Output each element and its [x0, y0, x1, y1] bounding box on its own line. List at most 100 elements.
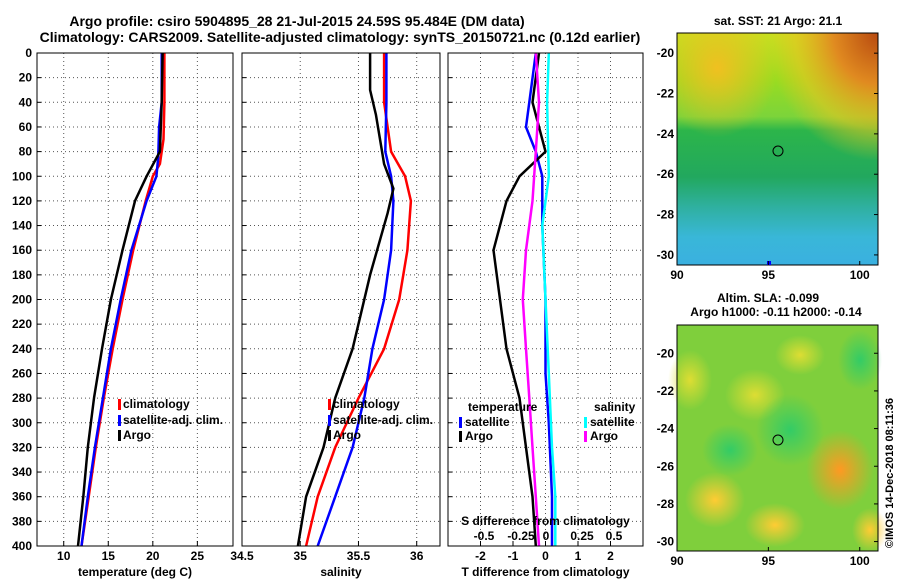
sst-blue-pixel — [767, 261, 771, 265]
legend-label: satellite — [465, 415, 510, 429]
sst-axes: 90 95 100 -20 -22 -24 -26 -28 -30 — [657, 46, 878, 282]
legend-swatch — [459, 431, 462, 442]
legend-swatch — [118, 415, 121, 426]
legend-title-salinity: salinity — [594, 400, 636, 414]
legend-swatch — [584, 417, 587, 428]
x-tick-label: 35 — [294, 549, 308, 563]
map-y-tick-label: -26 — [657, 167, 675, 181]
sla-pattern — [668, 330, 888, 552]
map-y-tick-label: -26 — [657, 459, 675, 473]
depth-tick-label: 360 — [12, 490, 32, 504]
depth-tick-label: 400 — [12, 539, 32, 553]
legend-swatch — [118, 399, 121, 410]
sla-frame — [676, 324, 879, 552]
map-x-tick-label: 95 — [762, 554, 776, 568]
panel-sal: 34.5 35 35.5 36 salinity climatology satellite… — [230, 52, 441, 579]
sla-map-panel: Altim. SLA: -0.099 Argo h1000: -0.11 h20… — [657, 291, 888, 568]
depth-tick-label: 300 — [12, 416, 32, 430]
map-y-tick-label: -24 — [657, 422, 675, 436]
depth-tick-label: 80 — [19, 145, 33, 159]
depth-tick-label: 240 — [12, 342, 32, 356]
depth-tick-label: 140 — [12, 219, 32, 233]
depth-tick-label: 120 — [12, 194, 32, 208]
legend-swatch — [118, 430, 121, 441]
top-tick-label: 0 — [543, 529, 550, 543]
x-tick-label: 35.5 — [347, 549, 371, 563]
depth-tick-label: 100 — [12, 169, 32, 183]
sst-argo-marker — [772, 145, 784, 157]
map-y-tick-label: -20 — [657, 46, 675, 60]
sla-argo-marker — [772, 434, 784, 446]
map-x-tick-label: 90 — [670, 554, 684, 568]
depth-axis: 0 20 40 60 80 100 120 140 160 180 200 220 240 260 280 3… — [12, 46, 32, 553]
series-line-argo — [76, 52, 164, 547]
x-axis-label: T difference from climatology — [461, 565, 629, 579]
map-y-tick-label: -28 — [657, 497, 675, 511]
x-tick-label: 1 — [575, 549, 582, 563]
depth-tick-label: 380 — [12, 514, 32, 528]
x-tick-label: -1 — [508, 549, 519, 563]
legend-title-temperature: temperature — [468, 400, 538, 414]
panel-diff: -2 -1 0 1 2 T difference from climatology temp… — [447, 52, 644, 579]
depth-tick-label: 160 — [12, 243, 32, 257]
legend-swatch — [584, 431, 587, 442]
series-line-s-satellite — [541, 52, 557, 546]
series-line-satellite-adj-clim- — [80, 53, 163, 547]
legend-swatch — [328, 399, 331, 410]
map-x-tick-label: 100 — [850, 554, 870, 568]
legend-swatch — [328, 430, 331, 441]
legend-label: satellite-adj. clim. — [123, 413, 223, 427]
sst-frame — [676, 32, 879, 266]
map-x-tick-label: 90 — [670, 268, 684, 282]
sla-subtitle: Argo h1000: -0.11 h2000: -0.14 — [690, 305, 862, 319]
depth-tick-label: 180 — [12, 268, 32, 282]
plot-area-temp — [37, 53, 233, 546]
x-tick-label: 15 — [102, 549, 116, 563]
imos-watermark: ©IMOS 14-Dec-2018 08:11:36 — [884, 398, 896, 548]
legend-swatch — [328, 415, 331, 426]
x-tick-label: -2 — [475, 549, 486, 563]
map-x-tick-label: 95 — [762, 268, 776, 282]
series-line-t-argo — [492, 52, 547, 547]
top-tick-label: -0.5 — [474, 529, 495, 543]
title-line1: Argo profile: csiro 5904895_28 21-Jul-20… — [69, 13, 524, 29]
map-y-tick-label: -30 — [657, 535, 675, 549]
map-y-tick-label: -22 — [657, 87, 675, 101]
map-y-tick-label: -28 — [657, 208, 675, 222]
x-tick-label: 36 — [410, 549, 424, 563]
x-tick-label: 20 — [146, 549, 160, 563]
sla-title: Altim. SLA: -0.099 — [717, 291, 819, 305]
depth-tick-label: 220 — [12, 317, 32, 331]
sst-map-panel: sat. SST: 21 Argo: 21.1 90 95 100 -20 -22 -24… — [657, 14, 879, 282]
x-tick-label: 25 — [191, 549, 205, 563]
title-line2: Climatology: CARS2009. Satellite-adjuste… — [40, 29, 641, 45]
legend-label: satellite-adj. clim. — [333, 413, 433, 427]
map-y-tick-label: -24 — [657, 127, 675, 141]
series-line-argo — [296, 53, 395, 547]
legend-label: Argo — [465, 429, 493, 443]
legend-label: Argo — [590, 429, 618, 443]
x-tick-label: 2 — [607, 549, 614, 563]
top-tick-label: 0.25 — [570, 529, 594, 543]
x-axis-label: salinity — [320, 565, 362, 579]
depth-tick-label: 0 — [25, 46, 32, 60]
panel-temp: 10 15 20 25 temperature (deg C) climatology sa… — [36, 52, 234, 579]
depth-tick-label: 20 — [19, 71, 33, 85]
series-line-s-argo — [521, 52, 541, 547]
map-y-tick-label: -22 — [657, 384, 675, 398]
depth-tick-label: 40 — [19, 95, 33, 109]
series-line-climatology — [304, 53, 413, 547]
x-tick-label: 0 — [542, 549, 549, 563]
x-axis-label: temperature (deg C) — [78, 565, 192, 579]
top-axis-label: S difference from climatology — [461, 514, 630, 528]
sst-hot-region — [677, 33, 878, 265]
legend-label: Argo — [333, 428, 361, 442]
legend-swatch — [459, 417, 462, 428]
map-x-tick-label: 100 — [850, 268, 870, 282]
legend-label: climatology — [123, 397, 190, 411]
map-y-tick-label: -20 — [657, 346, 675, 360]
legend-label: Argo — [123, 428, 151, 442]
sst-title: sat. SST: 21 Argo: 21.1 — [714, 14, 843, 28]
